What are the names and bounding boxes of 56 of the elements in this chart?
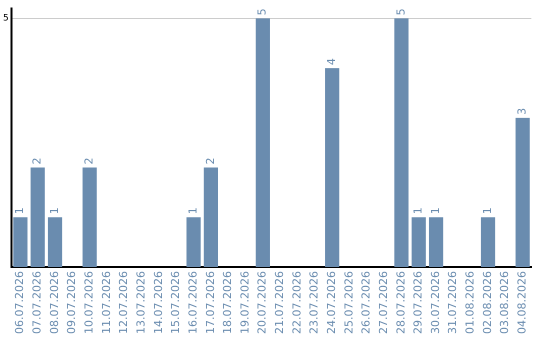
data-label: 1	[13, 207, 26, 214]
bar	[480, 217, 496, 268]
x-tick-label: 17.07.2026	[204, 271, 217, 334]
x-tick-label: 26.07.2026	[360, 271, 373, 334]
data-label: 3	[516, 108, 529, 115]
x-tick-label: 20.07.2026	[256, 271, 269, 334]
x-tick-label: 07.07.2026	[30, 271, 44, 334]
x-tick-label: 21.07.2026	[273, 271, 286, 334]
x-tick-label: 19.07.2026	[238, 271, 252, 334]
bar	[186, 217, 201, 268]
x-tick-label: 29.07.2026	[412, 271, 425, 334]
data-label: 2	[30, 158, 44, 165]
bar	[412, 217, 426, 268]
x-tick-label: 22.07.2026	[290, 271, 304, 334]
data-label: 2	[82, 158, 96, 165]
x-tick-label: 27.07.2026	[376, 271, 390, 334]
bar	[48, 217, 62, 268]
bar	[325, 68, 340, 268]
x-tick-label: 25.07.2026	[342, 271, 356, 334]
x-tick-label: 06.07.2026	[13, 271, 26, 334]
x-tick-label: 01.08.2026	[464, 271, 477, 334]
x-tick-label: 12.07.2026	[117, 271, 130, 334]
data-label: 1	[480, 207, 494, 214]
bar	[13, 217, 28, 268]
data-label: 1	[412, 207, 425, 214]
data-label: 1	[186, 207, 200, 214]
bar	[256, 18, 270, 268]
data-label: 4	[325, 58, 338, 66]
x-tick-label: 18.07.2026	[221, 271, 234, 334]
x-tick-label: 03.08.2026	[498, 271, 512, 334]
x-tick-label: 10.07.2026	[82, 271, 96, 334]
x-tick-label: 13.07.2026	[134, 271, 148, 334]
bar	[204, 168, 218, 268]
bar	[394, 18, 409, 268]
x-tick-label: 02.08.2026	[480, 271, 494, 334]
x-tick-label: 23.07.2026	[308, 271, 321, 334]
data-label: 1	[48, 207, 61, 214]
x-tick-label: 09.07.2026	[65, 271, 78, 334]
x-tick-label: 15.07.2026	[169, 271, 182, 334]
bar	[30, 168, 45, 268]
x-tick-label: 08.07.2026	[48, 271, 61, 334]
x-tick-label: 14.07.2026	[152, 271, 165, 334]
data-label: 5	[256, 8, 269, 16]
x-tick-label: 11.07.2026	[100, 271, 113, 334]
x-tick-label: 30.07.2026	[428, 271, 442, 334]
x-tick-label: 24.07.2026	[325, 271, 338, 334]
bar	[516, 118, 530, 268]
data-label: 1	[428, 207, 442, 214]
data-label: 5	[394, 8, 408, 16]
x-tick-label: 28.07.2026	[394, 271, 408, 334]
bar	[428, 217, 444, 268]
x-tick-label: 31.07.2026	[446, 271, 460, 334]
data-label: 2	[204, 158, 217, 165]
x-tick-label: 04.08.2026	[516, 271, 529, 334]
bar	[82, 168, 97, 268]
x-tick-label: 16.07.2026	[186, 271, 200, 334]
